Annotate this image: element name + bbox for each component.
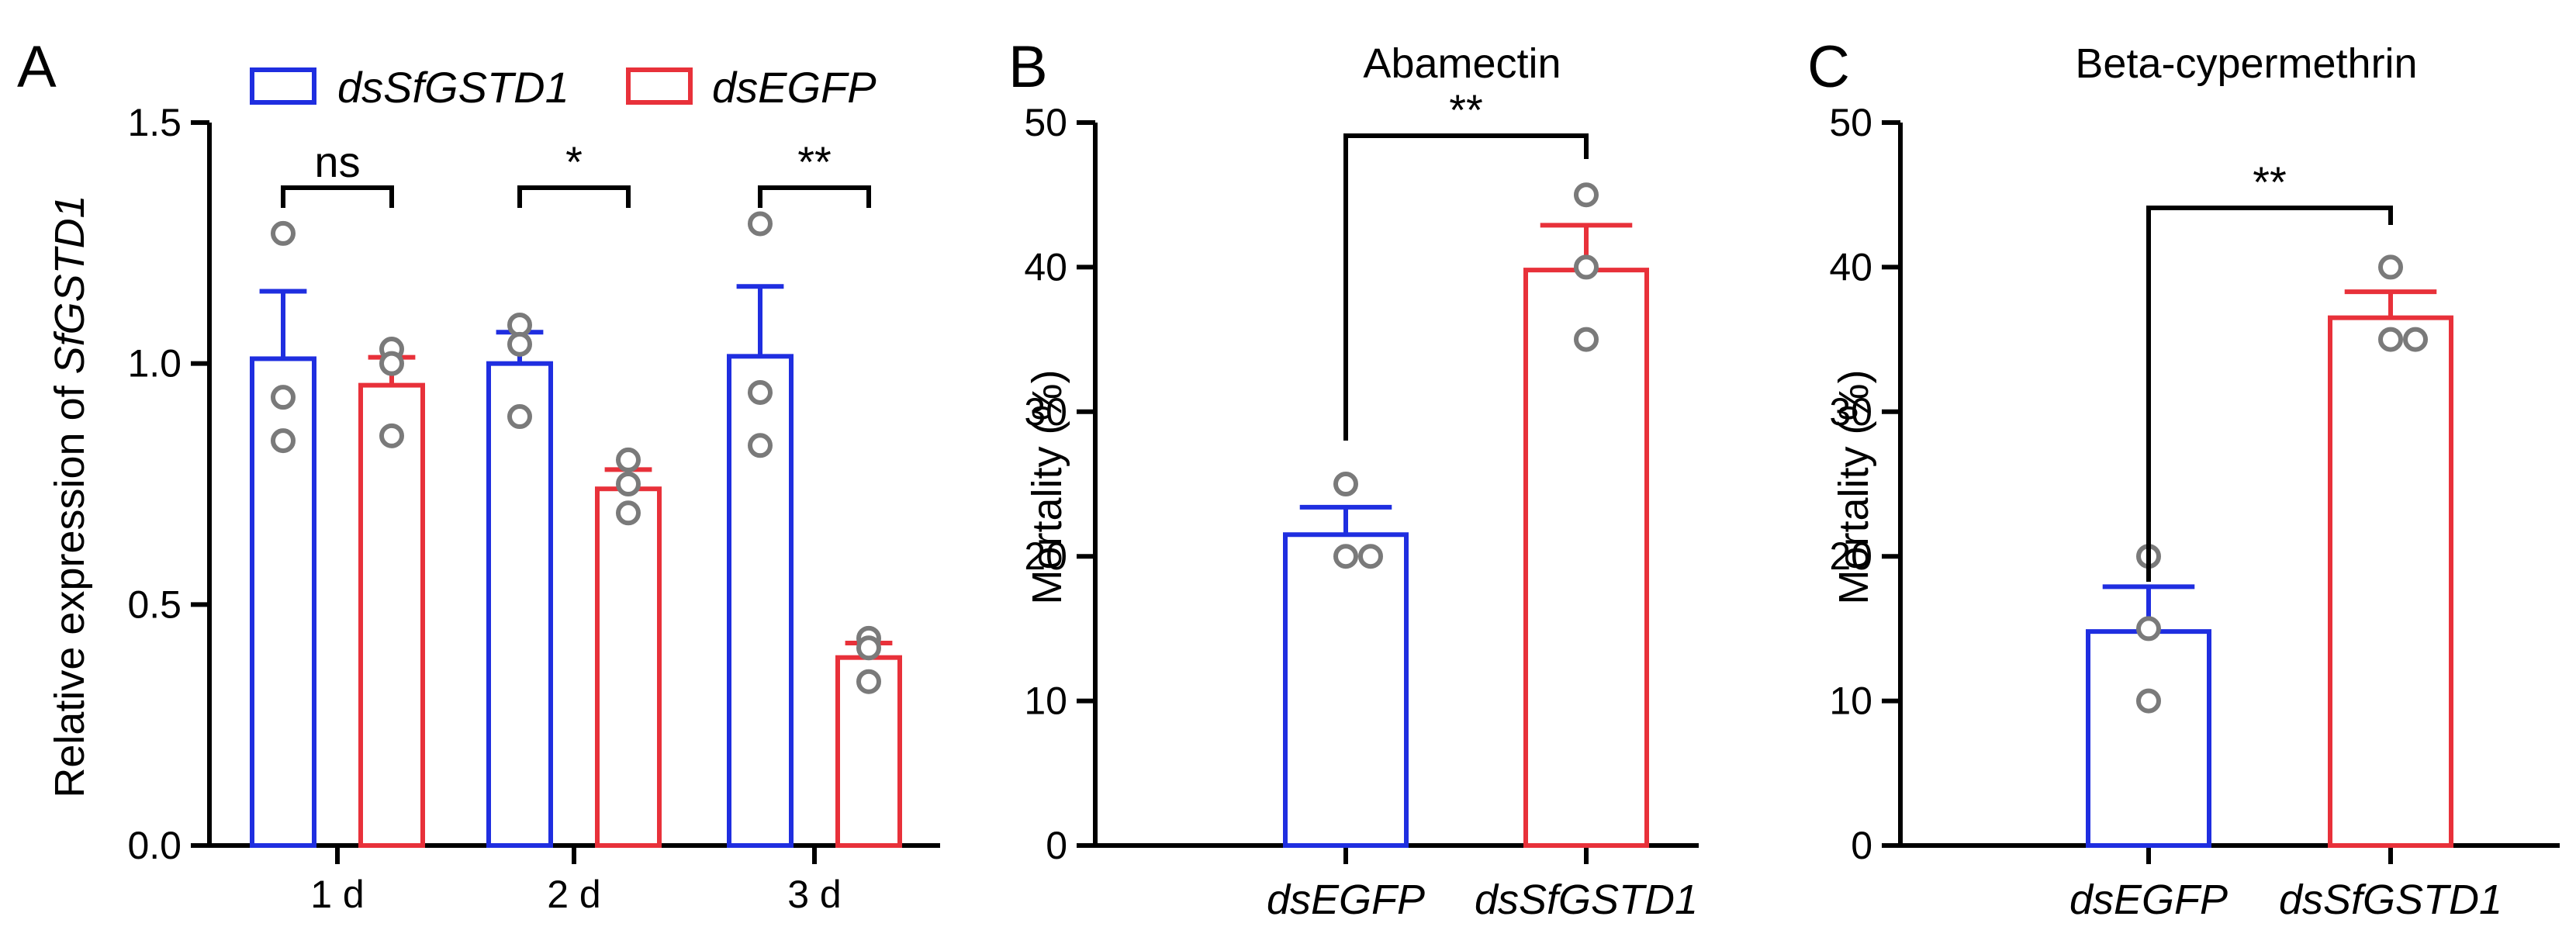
data-point <box>271 428 296 454</box>
y-tick-label: 0.0 <box>127 824 182 867</box>
y-tick-label: 30 <box>1829 390 1872 434</box>
significance-bracket <box>2146 206 2393 582</box>
data-point <box>616 472 641 496</box>
bar <box>727 354 794 848</box>
data-point <box>748 433 773 458</box>
panel-c-chart: Beta-cypermethrin Mortality (%) 0 10 20 30 4… <box>1829 40 2560 923</box>
data-point <box>507 331 532 357</box>
x-tick-label: dsEGFP <box>2069 877 2228 923</box>
significance-label: ** <box>797 137 832 186</box>
bar <box>595 486 662 848</box>
panel-a-y-axis-title: Relative expression of SfGSTD1 <box>47 195 93 797</box>
data-point <box>1574 254 1599 280</box>
bar <box>2086 629 2211 848</box>
data-point <box>379 351 404 376</box>
panel-letter-c: C <box>1807 34 1850 100</box>
panel-b-title: Abamectin <box>1363 40 1561 87</box>
data-point <box>2378 327 2403 352</box>
data-point <box>1358 544 1383 569</box>
y-tick-label: 10 <box>1829 680 1872 723</box>
data-point <box>2136 616 2161 641</box>
y-tick-label: 40 <box>1829 245 1872 289</box>
y-axis-title-prefix: Relative expression of <box>47 374 93 797</box>
y-tick-label: 30 <box>1024 390 1067 434</box>
data-point <box>271 385 296 410</box>
data-point <box>1574 182 1599 208</box>
data-point <box>748 379 773 405</box>
y-tick-label: 0 <box>1851 824 1872 867</box>
data-point <box>2136 688 2161 714</box>
x-tick-label: 1 d <box>310 873 365 916</box>
x-tick-label: dsSfGSTD1 <box>2279 877 2502 923</box>
data-point <box>271 220 296 246</box>
data-point <box>748 211 773 237</box>
panel-letter-b: B <box>1008 34 1048 100</box>
data-point <box>2378 254 2403 280</box>
data-point <box>1574 327 1599 352</box>
y-axis-title-gene: SfGSTD1 <box>47 195 93 374</box>
data-point <box>616 447 641 472</box>
data-point <box>507 404 532 430</box>
x-tick-label: 3 d <box>787 873 842 916</box>
y-tick-label: 40 <box>1024 245 1067 289</box>
legend-label-dsegfp: dsEGFP <box>712 63 877 112</box>
significance-bracket <box>1343 133 1589 441</box>
x-tick-label: 2 d <box>547 873 601 916</box>
x-tick-label: dsEGFP <box>1267 877 1425 923</box>
significance-label: ** <box>1449 85 1483 134</box>
bar <box>486 361 553 848</box>
significance-label: ** <box>2253 157 2287 206</box>
data-point <box>379 423 404 448</box>
bar <box>1523 268 1649 848</box>
y-tick-label: 1.0 <box>127 342 182 386</box>
legend-swatch-dssfgstd1 <box>250 67 316 105</box>
significance-bracket <box>517 185 631 208</box>
data-point <box>1333 472 1358 496</box>
y-tick-label: 20 <box>1024 534 1067 578</box>
y-tick-label: 50 <box>1024 101 1067 144</box>
panel-letter-a: A <box>17 34 57 100</box>
y-tick-label: 0 <box>1046 824 1067 867</box>
legend-swatch-dsegfp <box>626 67 693 105</box>
significance-label: ns <box>314 137 360 186</box>
y-tick-label: 10 <box>1024 680 1067 723</box>
data-point <box>1333 544 1358 569</box>
legend-label-dssfgstd1: dsSfGSTD1 <box>337 63 569 112</box>
significance-bracket <box>281 185 394 208</box>
data-point <box>616 500 641 526</box>
data-point <box>856 669 881 694</box>
data-point <box>2403 327 2428 352</box>
bar <box>1283 532 1409 848</box>
panel-c-title: Beta-cypermethrin <box>2075 40 2417 87</box>
significance-bracket <box>758 185 871 208</box>
panel-c-y-axis-title: Mortality (%) <box>1831 369 1877 604</box>
y-tick-label: 1.5 <box>127 101 182 144</box>
panel-b-y-axis-title: Mortality (%) <box>1024 369 1070 604</box>
significance-label: * <box>565 137 583 186</box>
y-tick-label: 0.5 <box>127 583 182 626</box>
data-point <box>856 635 881 661</box>
y-tick-label: 20 <box>1829 534 1872 578</box>
bar <box>358 382 425 849</box>
panel-a-chart: dsSfGSTD1 dsEGFP Relative expression of … <box>47 63 940 916</box>
x-tick-label: dsSfGSTD1 <box>1475 877 1698 923</box>
y-tick-label: 50 <box>1829 101 1872 144</box>
bar <box>2328 315 2453 848</box>
panel-b-chart: Abamectin Mortality (%) 0 10 20 30 40 50 dsEGF… <box>1024 40 1699 923</box>
